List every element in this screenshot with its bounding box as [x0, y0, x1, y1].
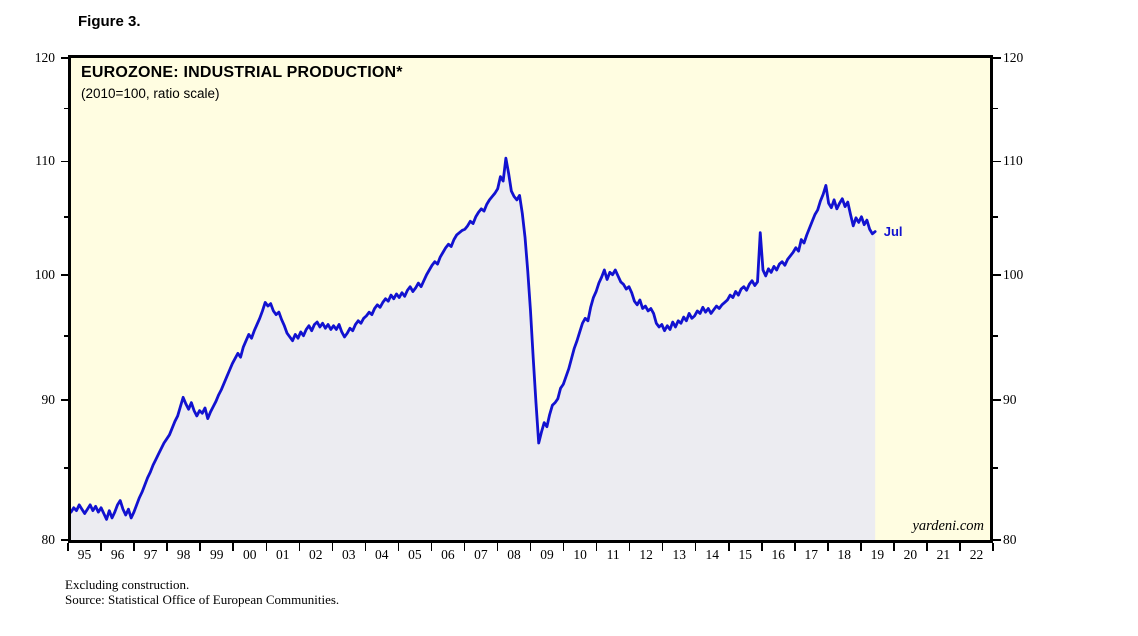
x-tick — [992, 543, 994, 551]
y-tick-major — [993, 539, 1001, 541]
x-tick — [794, 543, 796, 551]
x-tick — [628, 543, 631, 551]
x-tick-label: 09 — [540, 547, 554, 562]
x-tick — [364, 543, 367, 551]
x-tick — [166, 543, 168, 551]
y-tick-major — [60, 274, 68, 276]
y-tick-label-right: 80 — [1003, 532, 1017, 547]
x-tick-label: 95 — [77, 547, 92, 562]
y-tick-label-right: 120 — [1003, 50, 1024, 65]
x-tick — [100, 543, 102, 551]
x-tick — [67, 543, 69, 551]
x-tick — [694, 543, 697, 551]
y-tick-major — [993, 274, 1001, 276]
y-tick-label-right: 90 — [1003, 392, 1017, 407]
y-tick-minor — [993, 335, 998, 337]
y-tick-major — [993, 399, 1001, 401]
x-tick — [496, 543, 499, 551]
x-tick — [397, 543, 400, 551]
x-tick — [893, 543, 895, 551]
y-tick-major — [993, 160, 1001, 163]
x-tick — [199, 543, 201, 551]
y-tick-minor — [63, 335, 68, 337]
x-tick-label: 96 — [110, 547, 125, 562]
y-tick-major — [993, 57, 1001, 59]
footnote-line: Source: Statistical Office of European C… — [65, 592, 340, 607]
y-tick-label-left: 90 — [41, 392, 56, 407]
y-tick-minor — [993, 467, 998, 469]
x-tick-label: 17 — [804, 547, 819, 562]
x-tick-label: 98 — [176, 547, 191, 562]
x-tick — [133, 543, 135, 551]
x-tick-label: 02 — [309, 547, 323, 562]
x-tick — [595, 543, 598, 551]
industrial-production-line — [71, 156, 877, 521]
y-tick-major — [60, 160, 68, 163]
figure-number-label: Figure 3. — [78, 13, 141, 30]
x-tick-label: 11 — [606, 547, 620, 562]
y-tick-minor — [63, 467, 68, 469]
x-tick-label: 22 — [969, 547, 984, 562]
y-tick-label-right: 110 — [1003, 153, 1023, 169]
y-tick-major — [60, 539, 68, 541]
chart-subtitle: (2010=100, ratio scale) — [81, 86, 220, 101]
x-tick-label: 07 — [474, 547, 488, 562]
x-tick — [430, 543, 433, 551]
series-area-fill — [71, 158, 876, 540]
y-tick-label-left: 80 — [41, 532, 56, 547]
footnote-line: Excluding construction. — [65, 577, 190, 592]
x-tick-label: 97 — [143, 547, 158, 562]
x-tick — [265, 543, 267, 551]
y-tick-minor — [993, 216, 998, 218]
y-tick-minor — [63, 216, 68, 218]
x-tick-label: 10 — [573, 547, 587, 562]
x-tick-label: 05 — [408, 547, 422, 562]
y-tick-minor — [63, 107, 68, 110]
y-tick-label-left: 100 — [34, 266, 55, 282]
x-tick — [562, 543, 565, 551]
x-tick — [926, 543, 928, 551]
x-tick-label: 20 — [903, 547, 918, 562]
x-tick — [232, 543, 234, 551]
watermark: yardeni.com — [912, 518, 984, 534]
x-tick-label: 08 — [507, 547, 521, 562]
x-tick — [761, 543, 763, 551]
x-tick-label: 13 — [672, 547, 686, 562]
x-tick-label: 06 — [441, 547, 455, 562]
x-tick — [728, 543, 730, 551]
x-tick-label: 18 — [837, 547, 852, 562]
x-tick-label: 04 — [375, 547, 389, 562]
x-tick — [463, 543, 466, 551]
x-tick-label: 12 — [639, 547, 653, 562]
y-tick-label-left: 110 — [35, 153, 55, 169]
x-tick-label: 01 — [275, 547, 290, 562]
y-tick-major — [60, 57, 68, 59]
x-tick — [298, 543, 300, 551]
x-tick-label: 15 — [738, 547, 752, 562]
x-tick-label: 19 — [870, 547, 885, 562]
x-tick — [661, 543, 664, 551]
x-tick-label: 00 — [242, 547, 257, 562]
x-tick — [860, 543, 862, 551]
last-point-label: Jul — [883, 223, 903, 239]
chart-canvas — [71, 58, 990, 540]
x-tick — [331, 543, 333, 551]
x-tick-label: 03 — [342, 547, 356, 562]
y-tick-label-right: 100 — [1003, 266, 1024, 282]
x-tick-label: 21 — [936, 547, 951, 562]
chart-plot-area: EUROZONE: INDUSTRIAL PRODUCTION* (2010=1… — [68, 55, 993, 543]
footnotes: Excluding construction. Source: Statisti… — [65, 577, 339, 607]
y-tick-major — [60, 399, 68, 401]
y-tick-minor — [993, 107, 998, 110]
y-tick-label-left: 120 — [34, 50, 55, 65]
x-tick-label: 14 — [705, 547, 719, 562]
x-tick-label: 99 — [209, 547, 224, 562]
x-tick — [529, 543, 532, 551]
chart-title: EUROZONE: INDUSTRIAL PRODUCTION* — [81, 64, 403, 81]
x-tick-label: 16 — [771, 547, 786, 562]
x-tick — [959, 543, 961, 551]
x-tick — [827, 543, 829, 551]
